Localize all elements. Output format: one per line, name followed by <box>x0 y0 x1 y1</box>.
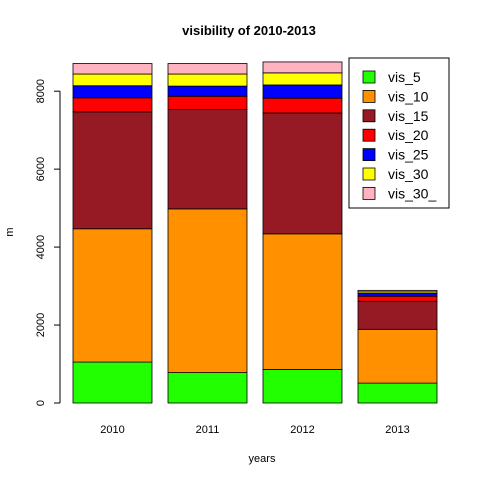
y-tick-label: 4000 <box>35 235 47 259</box>
bar-segment-2010-vis_10 <box>72 228 153 363</box>
y-tick-label: 6000 <box>35 157 47 181</box>
bar-segment-2012-vis_5 <box>262 369 343 404</box>
legend-label-vis_15: vis_15 <box>388 108 429 124</box>
bar-segment-2010-vis_25 <box>72 85 153 99</box>
bar-segment-2013-vis_20 <box>357 295 438 302</box>
legend-swatch-vis_30_ <box>362 186 376 200</box>
legend-label-vis_30_: vis_30_ <box>388 185 436 201</box>
legend-label-vis_10: vis_10 <box>388 88 429 104</box>
y-tick-label: 8000 <box>35 79 47 103</box>
bar-segment-2013-vis_5 <box>357 382 438 404</box>
bar-segment-2012-vis_15 <box>262 112 343 235</box>
bar-segment-2012-vis_30 <box>262 72 343 86</box>
bar-segment-2011-vis_15 <box>167 109 248 210</box>
legend-label-vis_30: vis_30 <box>388 166 429 182</box>
legend: vis_5 vis_10 vis_15 vis_20 vis_25 vis_30 vis_3… <box>348 57 450 209</box>
legend-label-vis_20: vis_20 <box>388 127 429 143</box>
x-tick-label: 2013 <box>385 424 409 436</box>
legend-label-vis_5: vis_5 <box>388 69 421 85</box>
legend-label-vis_25: vis_25 <box>388 147 429 163</box>
bar-segment-2010-vis_15 <box>72 111 153 230</box>
bar-segment-2011-vis_5 <box>167 372 248 404</box>
y-axis: 0 2000 4000 6000 8000 <box>35 79 61 406</box>
bar-segment-2010-vis_5 <box>72 361 153 404</box>
bar-segment-2011-vis_25 <box>167 85 248 97</box>
legend-swatch-vis_20 <box>362 128 376 142</box>
bar-segment-2011-vis_30_ <box>167 63 248 75</box>
bar-segment-2012-vis_20 <box>262 97 343 114</box>
legend-swatch-vis_30 <box>362 167 376 181</box>
bar-segment-2010-vis_30_ <box>72 63 153 75</box>
bar-segment-2012-vis_25 <box>262 84 343 99</box>
bar-segment-2013-vis_10 <box>357 328 438 384</box>
bar-segment-2013-vis_15 <box>357 300 438 330</box>
chart-title: visibility of 2010-2013 <box>182 23 316 38</box>
legend-swatch-vis_10 <box>362 90 376 103</box>
x-axis-label: years <box>249 453 276 465</box>
legend-swatch-vis_25 <box>362 148 376 162</box>
x-tick-label: 2010 <box>100 424 124 436</box>
bar-segment-2011-vis_20 <box>167 95 248 110</box>
bar-segment-2011-vis_10 <box>167 208 248 373</box>
x-tick-label: 2012 <box>290 424 314 436</box>
bar-segment-2011-vis_30 <box>167 73 248 87</box>
x-tick-label: 2011 <box>196 424 220 436</box>
bar-segment-2012-vis_30_ <box>262 61 343 74</box>
legend-swatch-vis_5 <box>362 70 376 84</box>
bar-segment-2013-vis_25 <box>357 293 438 297</box>
bars-group <box>72 61 438 404</box>
y-tick-label: 0 <box>35 400 47 406</box>
bar-segment-2010-vis_20 <box>72 97 153 113</box>
bar-segment-2012-vis_10 <box>262 233 343 370</box>
bar-segment-2010-vis_30 <box>72 73 153 87</box>
legend-swatch-vis_15 <box>362 109 376 123</box>
x-axis: 2010 2011 2012 2013 <box>100 424 409 436</box>
bar-segment-2013-vis_30_ <box>357 289 438 293</box>
y-axis-label: m <box>4 227 16 236</box>
y-tick-label: 2000 <box>35 313 47 337</box>
